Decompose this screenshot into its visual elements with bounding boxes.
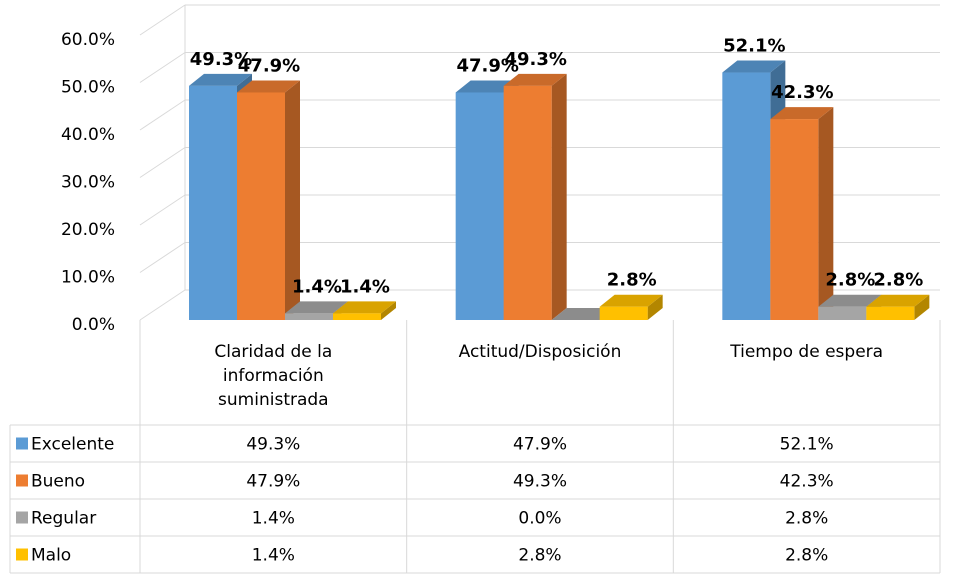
bar-top xyxy=(189,73,252,86)
bar-top xyxy=(285,301,348,314)
legend-label: Regular xyxy=(31,509,96,529)
bar xyxy=(237,80,300,320)
legend-label: Excelente xyxy=(31,435,114,455)
bar-front xyxy=(333,313,381,320)
category-box: Claridad de la información suministrada xyxy=(214,342,333,410)
bar-side xyxy=(551,73,567,320)
category-box: Actitud/Disposición xyxy=(458,342,622,362)
bar-front xyxy=(818,306,867,320)
bar-top xyxy=(503,73,567,86)
bar xyxy=(818,294,882,320)
bar xyxy=(551,308,615,320)
grid-line xyxy=(139,242,186,273)
legend-key xyxy=(16,548,28,561)
value-label: 49.3% xyxy=(504,49,566,70)
bar-front xyxy=(189,85,237,320)
legend-key xyxy=(16,437,28,450)
value-label: 1.4% xyxy=(340,276,390,297)
bar xyxy=(770,107,834,320)
bar-front xyxy=(285,313,333,320)
bar-top xyxy=(722,60,786,73)
table-cell: 52.1% xyxy=(780,435,834,455)
bar-top xyxy=(770,107,834,120)
grid-line xyxy=(139,194,186,226)
y-tick-label: 30.0% xyxy=(61,173,115,193)
y-tick-label: 60.0% xyxy=(61,30,115,50)
y-tick-label: 0.0% xyxy=(72,315,115,335)
value-label: 47.9% xyxy=(456,55,518,76)
grid-line xyxy=(139,99,186,131)
table-cell: 47.9% xyxy=(513,435,567,455)
bar-front xyxy=(866,306,915,320)
category-box: Tiempo de espera xyxy=(730,342,884,362)
bar-side xyxy=(914,294,930,320)
bar-top xyxy=(599,294,663,307)
bar-side xyxy=(381,301,396,320)
grid-line xyxy=(139,4,186,36)
bar-front xyxy=(599,306,648,320)
grid-line xyxy=(139,52,186,83)
bar-side xyxy=(818,107,834,320)
table-cell: 42.3% xyxy=(780,472,834,492)
bar-top xyxy=(237,80,300,93)
bar-front xyxy=(237,92,285,320)
legend-key xyxy=(16,511,28,524)
bar-side xyxy=(647,294,663,320)
y-tick-label: 50.0% xyxy=(61,78,115,98)
y-tick-label: 40.0% xyxy=(61,125,115,145)
bar-top xyxy=(551,308,615,320)
y-tick-label: 20.0% xyxy=(61,220,115,240)
bar-top xyxy=(818,294,882,307)
bar-side xyxy=(285,80,300,320)
bar-front xyxy=(770,119,819,320)
table-cell: 1.4% xyxy=(252,509,295,529)
value-label: 1.4% xyxy=(292,276,342,297)
bar xyxy=(503,73,567,320)
value-label: 2.8% xyxy=(873,270,923,291)
bar-front xyxy=(503,85,552,320)
legend-label: Bueno xyxy=(31,472,85,492)
table-cell: 2.8% xyxy=(785,509,828,529)
bar-top xyxy=(866,294,930,307)
table-cell: 0.0% xyxy=(518,509,561,529)
value-label: 49.3% xyxy=(190,49,252,70)
table-cell: 49.3% xyxy=(513,472,567,492)
bar xyxy=(866,294,930,320)
grid-line xyxy=(139,147,186,178)
grid-line xyxy=(139,289,186,321)
table-cell: 49.3% xyxy=(246,435,300,455)
bar-front xyxy=(455,92,504,320)
value-label: 2.8% xyxy=(825,270,875,291)
x-tick-label: Tiempo de espera xyxy=(730,342,884,362)
legend-key xyxy=(16,474,28,487)
value-label: 2.8% xyxy=(607,270,657,291)
bar xyxy=(333,301,396,320)
bar-top xyxy=(455,80,519,93)
table-cell: 2.8% xyxy=(518,546,561,566)
x-tick-label: Claridad de la información suministrada xyxy=(214,342,333,410)
legend-label: Malo xyxy=(31,546,71,566)
bar-top xyxy=(333,301,396,314)
table-cell: 1.4% xyxy=(252,546,295,566)
value-label: 47.9% xyxy=(238,55,300,76)
y-tick-label: 10.0% xyxy=(61,268,115,288)
value-label: 42.3% xyxy=(771,82,833,103)
table-cell: 2.8% xyxy=(785,546,828,566)
value-label: 52.1% xyxy=(723,36,785,57)
bar xyxy=(599,294,663,320)
x-tick-label: Actitud/Disposición xyxy=(458,342,622,362)
bar-front xyxy=(722,72,771,321)
table-cell: 47.9% xyxy=(246,472,300,492)
